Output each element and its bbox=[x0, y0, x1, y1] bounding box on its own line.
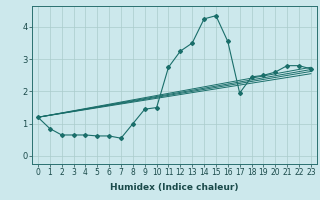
X-axis label: Humidex (Indice chaleur): Humidex (Indice chaleur) bbox=[110, 183, 239, 192]
